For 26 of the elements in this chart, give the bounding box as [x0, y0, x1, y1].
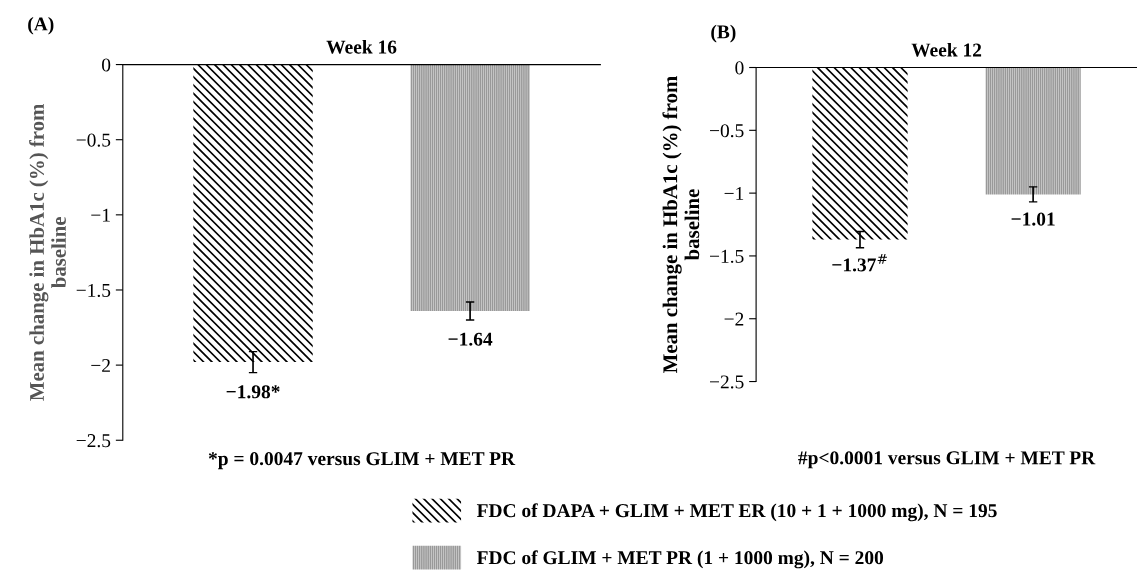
y-tick-label: −2.5 — [710, 375, 744, 389]
y-tick-label: −0.5 — [76, 133, 111, 147]
data-label: −1.37$^{#}$ — [832, 254, 887, 272]
data-label: −1.98* — [226, 385, 280, 399]
text: (B) — [711, 24, 736, 43]
chart-title: Week 16 — [326, 39, 397, 54]
chart-title: Week 12 — [911, 42, 982, 57]
text: (A) — [28, 16, 54, 35]
y-tick-label: −1.5 — [76, 283, 111, 297]
y-axis-title: Mean change in HbA1c (%) from baseline — [29, 103, 66, 401]
legend-label: FDC of GLIM + MET PR (1 + 1000 mg), N = 200 — [476, 550, 884, 569]
y-tick-label: −1.5 — [710, 249, 744, 263]
text: *p = 0.0047 versus GLIM + MET PR — [208, 452, 516, 470]
legend-label: FDC of DAPA + GLIM + MET ER (10 + 1 + 1000 mg), N = 195 — [476, 503, 997, 522]
text: #p<0.0001 versus GLIM + MET PR — [798, 451, 1096, 469]
y-tick-label: 0 — [102, 58, 111, 72]
data-label: −1.01 — [1011, 212, 1055, 226]
y-tick-label: −1 — [91, 208, 110, 222]
y-axis-title: Mean change in HbA1c (%) from baseline — [662, 76, 700, 373]
data-label: −1.64 — [448, 332, 493, 346]
y-tick-label: 0 — [735, 61, 744, 75]
y-tick-label: −0.5 — [710, 124, 744, 138]
y-tick-label: −2 — [91, 358, 110, 372]
y-tick-label: −1 — [724, 187, 744, 200]
y-tick-label: −2 — [724, 312, 744, 326]
y-tick-label: −2.5 — [76, 434, 111, 448]
